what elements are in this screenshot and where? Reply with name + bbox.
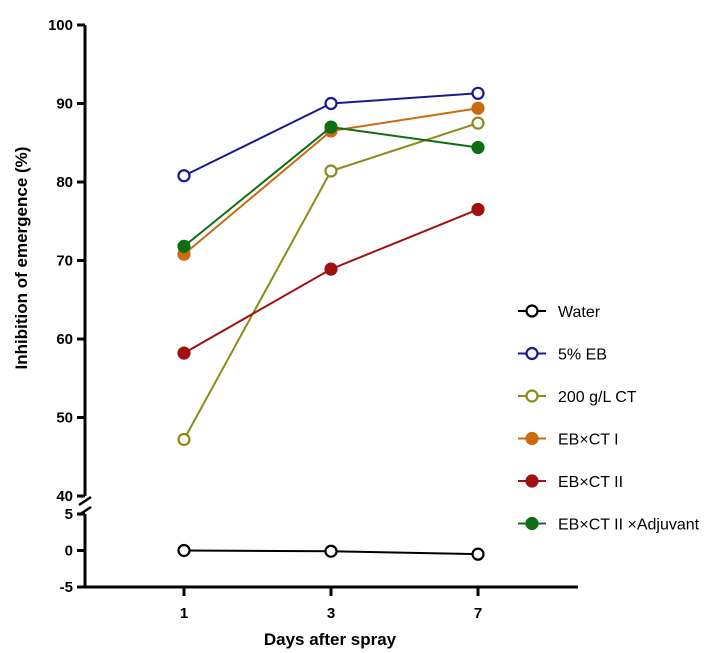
legend-label: EB×CT II bbox=[558, 474, 623, 491]
data-point bbox=[177, 169, 191, 183]
y-tick-label: 50 bbox=[56, 410, 73, 427]
y-tick-label: 0 bbox=[65, 543, 73, 560]
legend-marker bbox=[525, 474, 539, 488]
x-tick-label: 1 bbox=[180, 605, 188, 622]
y-tick-label: 90 bbox=[56, 96, 73, 113]
data-point bbox=[177, 432, 191, 447]
legend-item: EB×CT II ×Adjuvant bbox=[518, 517, 700, 534]
series-line bbox=[183, 208, 479, 354]
data-point bbox=[471, 140, 485, 155]
axis-break-mark bbox=[78, 495, 92, 507]
series-eb-ct-ii bbox=[177, 202, 485, 360]
data-point bbox=[324, 544, 338, 558]
data-point bbox=[324, 262, 338, 276]
y-tick-label: 100 bbox=[48, 17, 73, 34]
x-axis-title: Days after spray bbox=[264, 630, 397, 649]
legend-marker bbox=[525, 346, 539, 361]
data-point bbox=[324, 120, 338, 134]
chart-axes: 40 50 60 70 80 90 100 -5 0 5 1 3 7 bbox=[48, 17, 578, 622]
y-tick-label: 60 bbox=[56, 331, 73, 348]
series-200-g-l-ct bbox=[177, 116, 485, 447]
data-point bbox=[471, 86, 485, 100]
legend-item: Water bbox=[518, 304, 601, 321]
legend-item: EB×CT I bbox=[518, 432, 619, 449]
legend-label: 5% EB bbox=[558, 347, 607, 364]
series-5-eb bbox=[177, 86, 485, 183]
chart-legend: Water 5% EB 200 g/L CT EB×CT I EB×CT II EB×CT… bbox=[518, 304, 700, 534]
y-tick-label: 40 bbox=[56, 488, 73, 505]
data-point bbox=[324, 164, 338, 178]
series-line bbox=[183, 125, 479, 248]
legend-label: EB×CT II ×Adjuvant bbox=[558, 517, 700, 534]
y-tick-label: 70 bbox=[56, 253, 73, 270]
x-tick-label: 7 bbox=[474, 605, 482, 622]
legend-marker bbox=[525, 516, 539, 531]
data-point bbox=[177, 346, 191, 360]
data-point bbox=[471, 116, 485, 130]
legend-item: 200 g/L CT bbox=[518, 389, 637, 406]
data-point bbox=[471, 202, 485, 217]
x-tick-label: 3 bbox=[327, 605, 335, 622]
legend-label: Water bbox=[558, 304, 601, 321]
legend-marker bbox=[525, 431, 539, 446]
chart-series bbox=[177, 86, 485, 561]
data-point bbox=[177, 239, 191, 253]
legend-label: 200 g/L CT bbox=[558, 389, 637, 406]
data-point bbox=[471, 547, 485, 561]
legend-marker bbox=[525, 304, 539, 318]
series-eb-ct-ii-adjuvant bbox=[177, 120, 485, 253]
data-point bbox=[177, 543, 191, 558]
series-water bbox=[177, 543, 485, 561]
y-tick-label: 80 bbox=[56, 174, 73, 191]
legend-item: EB×CT II bbox=[518, 474, 623, 491]
legend-marker bbox=[525, 389, 539, 403]
legend-item: 5% EB bbox=[518, 347, 607, 364]
data-point bbox=[471, 101, 485, 115]
y-tick-label: -5 bbox=[60, 579, 73, 596]
data-point bbox=[324, 96, 338, 111]
legend-label: EB×CT I bbox=[558, 432, 619, 449]
y-axis-title: Inhibition of emergence (%) bbox=[12, 147, 31, 370]
y-tick-label: 5 bbox=[65, 506, 73, 523]
